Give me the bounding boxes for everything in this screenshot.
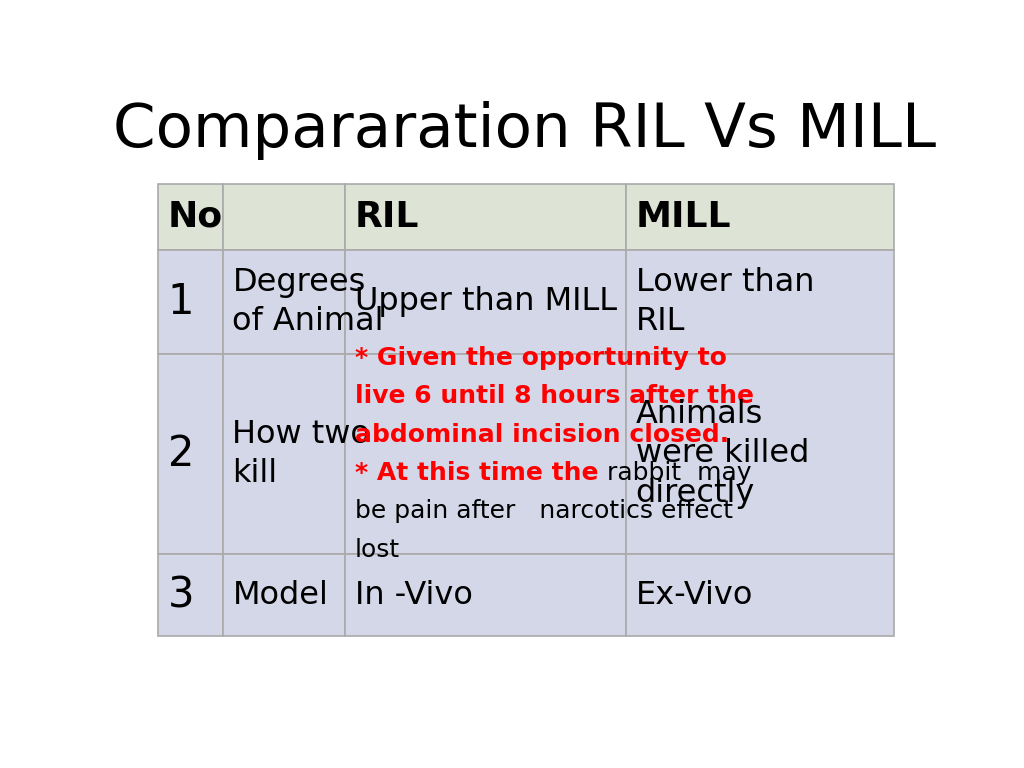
Bar xyxy=(158,353,223,554)
Bar xyxy=(345,184,626,250)
Bar xyxy=(158,554,223,636)
Bar xyxy=(626,353,894,554)
Text: be pain after   narcotics effect: be pain after narcotics effect xyxy=(354,499,732,524)
Text: In -Vivo: In -Vivo xyxy=(354,580,472,611)
Bar xyxy=(345,250,626,353)
Bar xyxy=(626,250,894,353)
Text: How two
kill: How two kill xyxy=(232,419,371,489)
Bar xyxy=(345,353,626,554)
Text: Upper than MILL: Upper than MILL xyxy=(354,286,616,317)
Text: Lower than
RIL: Lower than RIL xyxy=(636,266,814,337)
Text: No: No xyxy=(168,200,223,234)
Text: rabbit  may: rabbit may xyxy=(607,461,752,485)
Text: live 6 until 8 hours after the: live 6 until 8 hours after the xyxy=(354,384,754,408)
Bar xyxy=(626,554,894,636)
Text: * Given the opportunity to: * Given the opportunity to xyxy=(354,346,726,369)
Text: Animals
were killed
directly: Animals were killed directly xyxy=(636,399,809,508)
Bar xyxy=(158,250,223,353)
Text: MILL: MILL xyxy=(636,200,731,234)
Text: abdominal incision closed.: abdominal incision closed. xyxy=(354,422,729,446)
Text: Ex-Vivo: Ex-Vivo xyxy=(636,580,753,611)
Bar xyxy=(223,250,345,353)
Text: 1: 1 xyxy=(168,281,195,323)
Text: lost: lost xyxy=(354,538,399,562)
Bar xyxy=(223,554,345,636)
Text: Degrees
of Animal: Degrees of Animal xyxy=(232,266,384,337)
Text: 2: 2 xyxy=(168,433,195,475)
Text: * At this time the: * At this time the xyxy=(354,461,607,485)
Bar xyxy=(223,184,345,250)
Bar xyxy=(626,184,894,250)
Bar xyxy=(345,554,626,636)
Bar xyxy=(223,353,345,554)
Text: RIL: RIL xyxy=(354,200,419,234)
Bar xyxy=(158,184,223,250)
Text: 3: 3 xyxy=(168,574,195,616)
Text: Compararation RIL Vs MILL: Compararation RIL Vs MILL xyxy=(114,101,936,160)
Text: Model: Model xyxy=(232,580,329,611)
